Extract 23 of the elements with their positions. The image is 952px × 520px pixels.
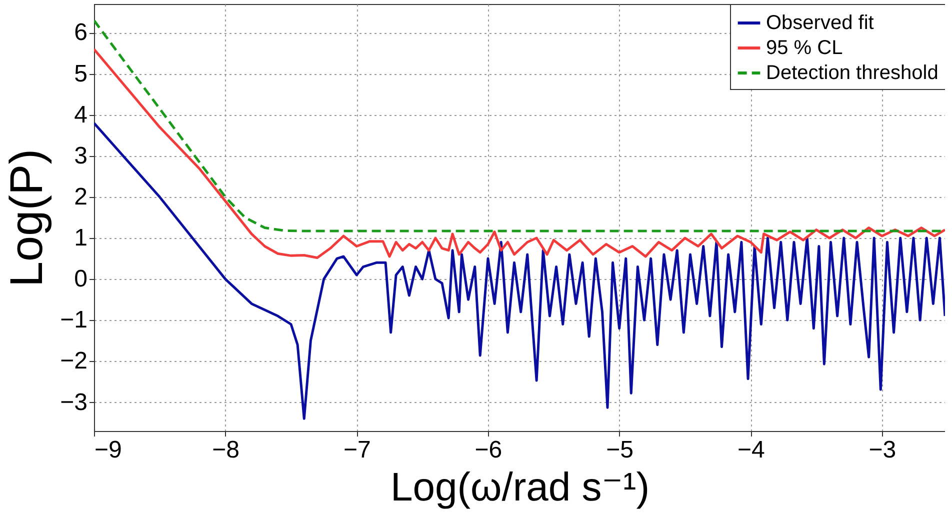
legend-label: Observed fit — [766, 12, 874, 34]
x-axis-title: Log(ω/rad s⁻¹) — [390, 466, 650, 510]
legend-label: 95 % CL — [766, 37, 843, 59]
y-tick-label: 5 — [74, 60, 88, 88]
x-tick-label: −6 — [474, 436, 502, 464]
legend-label: Detection threshold — [766, 62, 938, 84]
y-axis-title: Log(P) — [0, 148, 52, 288]
y-tick-label: −2 — [60, 348, 88, 375]
x-tick-label: −3 — [868, 436, 896, 464]
y-tick-label: 3 — [74, 142, 88, 170]
x-tick-label: −4 — [737, 436, 765, 464]
x-tick-label: −5 — [606, 436, 634, 464]
line-series — [94, 122, 945, 420]
x-tick-label: −8 — [212, 436, 240, 464]
y-tick-label: 4 — [74, 101, 88, 128]
y-tick-label: −3 — [60, 388, 88, 416]
x-tick-label: −7 — [343, 436, 371, 464]
y-tick-label: 0 — [74, 266, 88, 293]
y-tick-label: 2 — [74, 183, 88, 210]
y-tick-label: −1 — [60, 306, 88, 334]
y-tick-label: 6 — [74, 19, 88, 46]
y-tick-label: 1 — [74, 224, 88, 252]
x-tick-label: −9 — [94, 436, 122, 464]
